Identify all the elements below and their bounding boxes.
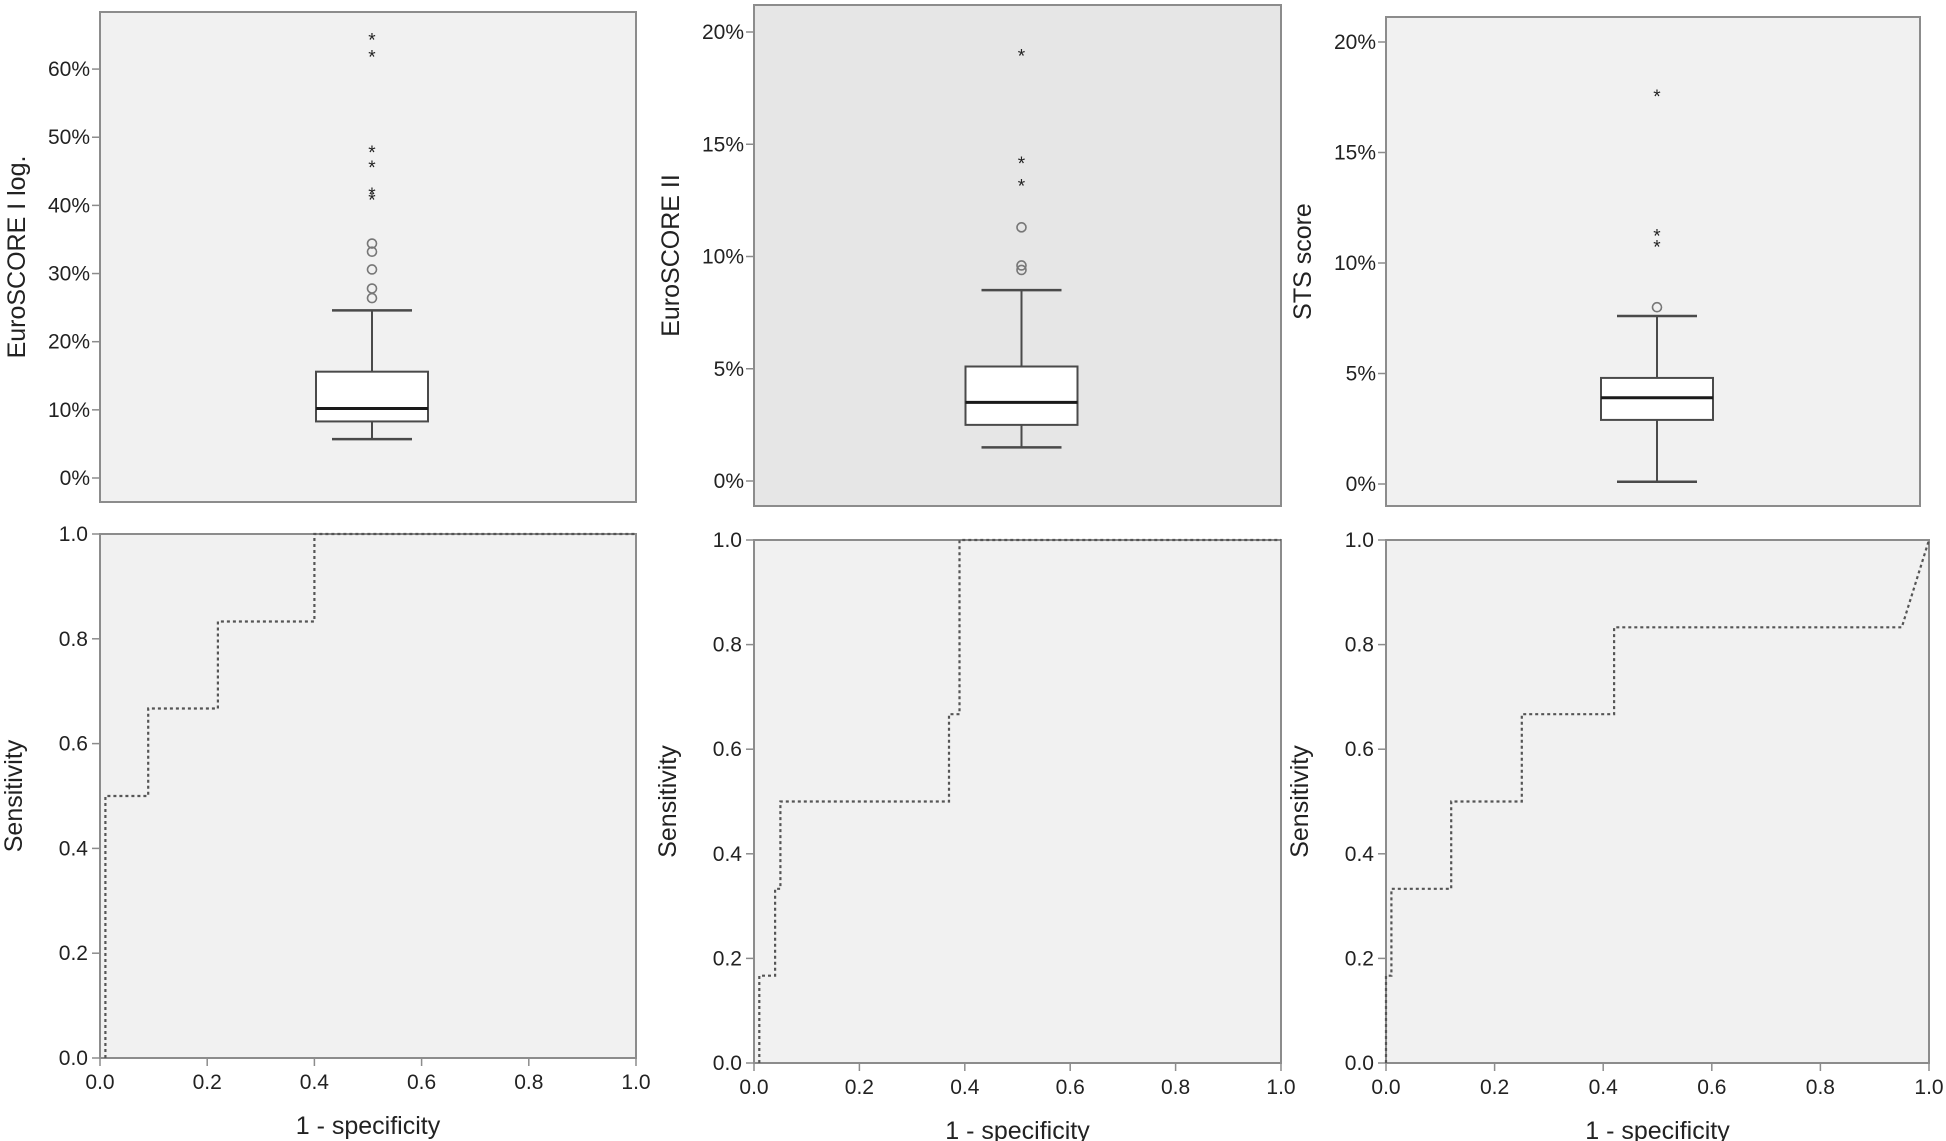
y-tick-label: 0.0 xyxy=(59,1047,88,1070)
y-tick-label: 0.6 xyxy=(1345,738,1374,761)
y-tick-label: 0.4 xyxy=(1345,843,1375,866)
outlier-star: * xyxy=(368,143,376,164)
y-tick-label: 0% xyxy=(1346,473,1376,496)
y-tick-label: 1.0 xyxy=(1345,529,1374,552)
x-tick-label: 0.4 xyxy=(1589,1076,1619,1099)
y-tick-label: 5% xyxy=(1346,363,1376,386)
outlier-circle xyxy=(366,283,378,294)
y-tick-label: 20% xyxy=(702,21,744,44)
y-tick-label: 0.6 xyxy=(59,733,88,756)
y-axis-label: Sensitivity xyxy=(0,739,28,852)
x-tick-label: 0.0 xyxy=(739,1076,768,1099)
y-tick-label: 40% xyxy=(48,194,90,217)
outlier-circle xyxy=(366,246,378,258)
x-tick-label: 0.8 xyxy=(1806,1076,1835,1099)
x-tick-label: 0.4 xyxy=(300,1071,330,1094)
y-axis-label: EuroSCORE II xyxy=(657,174,685,337)
outlier-star: * xyxy=(368,191,376,212)
x-tick-label: 1.0 xyxy=(1266,1076,1295,1099)
outlier-circle xyxy=(1651,301,1663,313)
x-tick-label: 0.8 xyxy=(1161,1076,1190,1099)
y-tick-label: 50% xyxy=(48,126,90,149)
y-tick-label: 60% xyxy=(48,58,90,81)
x-tick-label: 0.0 xyxy=(85,1071,114,1094)
outlier-star: * xyxy=(368,158,376,179)
x-tick-label: 0.0 xyxy=(1371,1076,1400,1099)
outlier-star: * xyxy=(1018,154,1026,175)
iqr-box xyxy=(315,370,429,423)
outlier-circle xyxy=(366,238,378,249)
y-axis-label: Sensitivity xyxy=(654,745,682,858)
y-tick-label: 10% xyxy=(702,246,744,269)
y-tick-label: 0.2 xyxy=(59,942,88,965)
y-tick-label: 0% xyxy=(60,467,90,490)
y-tick-label: 0.8 xyxy=(1345,634,1374,657)
y-tick-label: 0.6 xyxy=(713,738,742,761)
x-axis-label: 1 - specificity xyxy=(1585,1117,1730,1141)
outlier-circle xyxy=(1016,222,1027,233)
box-panel-frame xyxy=(99,11,637,503)
y-tick-label: 30% xyxy=(48,263,90,286)
y-tick-label: 15% xyxy=(702,133,744,156)
iqr-box xyxy=(964,365,1079,426)
x-tick-label: 0.4 xyxy=(950,1076,980,1099)
roc-curve xyxy=(1384,539,1931,1063)
roc-panel-frame xyxy=(753,539,1282,1064)
y-tick-label: 0.8 xyxy=(59,628,88,651)
y-tick-label: 1.0 xyxy=(59,523,88,546)
y-tick-label: 5% xyxy=(714,358,744,381)
y-tick-label: 0.2 xyxy=(1345,947,1374,970)
x-tick-label: 0.8 xyxy=(514,1071,543,1094)
box-panel-frame xyxy=(753,4,1282,507)
y-tick-label: 10% xyxy=(1334,252,1376,275)
y-axis-label: STS score xyxy=(1289,203,1317,320)
y-tick-label: 0.4 xyxy=(713,843,743,866)
y-tick-label: 20% xyxy=(1334,31,1376,54)
y-tick-label: 15% xyxy=(1334,142,1376,165)
y-tick-label: 0.2 xyxy=(713,947,742,970)
x-tick-label: 0.6 xyxy=(1056,1076,1085,1099)
outlier-star: * xyxy=(368,47,376,68)
y-axis-label: Sensitivity xyxy=(1286,745,1314,858)
roc-panel-frame xyxy=(99,533,637,1059)
x-tick-label: 0.2 xyxy=(845,1076,874,1099)
y-tick-label: 0.0 xyxy=(713,1052,742,1075)
y-tick-label: 0% xyxy=(714,470,744,493)
x-axis-label: 1 - specificity xyxy=(296,1112,441,1140)
x-tick-label: 0.6 xyxy=(1697,1076,1726,1099)
outlier-circle xyxy=(366,264,378,275)
x-tick-label: 0.2 xyxy=(1480,1076,1509,1099)
y-axis-label: EuroSCORE I log. xyxy=(3,156,31,359)
y-tick-label: 1.0 xyxy=(713,529,742,552)
outlier-star: * xyxy=(1653,237,1661,258)
roc-curve xyxy=(758,538,1281,1063)
y-tick-label: 0.0 xyxy=(1345,1052,1374,1075)
outlier-circle xyxy=(1016,264,1027,276)
box-panel-frame xyxy=(1385,16,1921,507)
outlier-star: * xyxy=(1653,87,1661,108)
outlier-star: * xyxy=(1653,226,1661,247)
y-tick-label: 0.4 xyxy=(59,837,89,860)
outlier-star: * xyxy=(1018,46,1026,67)
y-tick-label: 10% xyxy=(48,399,90,422)
roc-curve xyxy=(104,532,636,1058)
y-tick-label: 0.8 xyxy=(713,634,742,657)
outlier-star: * xyxy=(368,30,376,51)
outlier-star: * xyxy=(1018,177,1026,198)
x-tick-label: 1.0 xyxy=(1914,1076,1943,1099)
x-tick-label: 0.2 xyxy=(193,1071,222,1094)
outlier-circle xyxy=(1016,260,1027,271)
x-tick-label: 0.6 xyxy=(407,1071,436,1094)
outlier-star: * xyxy=(368,185,376,206)
y-tick-label: 20% xyxy=(48,331,90,354)
x-axis-label: 1 - specificity xyxy=(945,1117,1090,1141)
x-tick-label: 1.0 xyxy=(621,1071,650,1094)
